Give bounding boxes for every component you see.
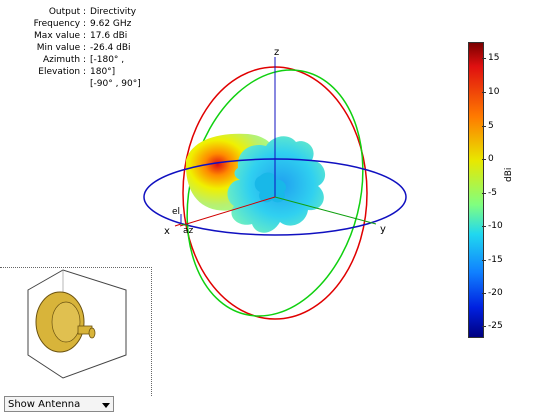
colorbar-tick: -15 <box>482 255 503 265</box>
y-axis <box>274 196 377 225</box>
colorbar-tick: -25 <box>482 321 503 331</box>
x-axis-label: x <box>164 226 170 237</box>
antenna-inset-panel <box>0 267 152 396</box>
antenna-view-select[interactable]: Show Antenna <box>4 396 114 412</box>
info-key: Min value : <box>36 43 86 53</box>
info-value: 180°] <box>90 67 116 77</box>
chevron-down-icon[interactable] <box>102 403 110 408</box>
colorbar <box>468 42 484 338</box>
info-value: [-90° , 90°] <box>90 79 141 89</box>
colorbar-tick: 10 <box>481 87 500 97</box>
info-value: Directivity <box>90 7 137 17</box>
info-value: 9.62 GHz <box>90 19 132 29</box>
colorbar-tick: 0 <box>482 154 494 164</box>
info-value: -26.4 dBi <box>90 43 131 53</box>
az-label: az <box>183 226 194 236</box>
triad-y <box>180 223 190 227</box>
y-axis-label: y <box>380 224 386 235</box>
el-label: el <box>172 207 180 217</box>
x-axis <box>179 196 276 227</box>
lobe-detail <box>254 172 287 203</box>
info-value: [-180° , <box>90 55 125 65</box>
triad-x <box>174 223 182 227</box>
z-axis-label: z <box>274 47 279 58</box>
colorbar-tick: -20 <box>482 288 503 298</box>
colorbar-tick: -5 <box>482 188 497 198</box>
info-key: Max value : <box>34 31 86 41</box>
info-key: Frequency : <box>33 19 86 29</box>
info-key: Azimuth : <box>43 55 86 65</box>
colorbar-tick: -10 <box>482 221 503 231</box>
antenna-preview <box>27 269 127 379</box>
info-key: Output : <box>48 7 86 17</box>
colorbar-tick: 15 <box>481 53 500 63</box>
colorbar-tick: 5 <box>482 121 494 131</box>
antenna-view-select-value: Show Antenna <box>8 399 81 410</box>
colorbar-unit-label: dBi <box>504 167 514 182</box>
info-key: Elevation : <box>38 67 86 77</box>
info-value: 17.6 dBi <box>90 31 128 41</box>
